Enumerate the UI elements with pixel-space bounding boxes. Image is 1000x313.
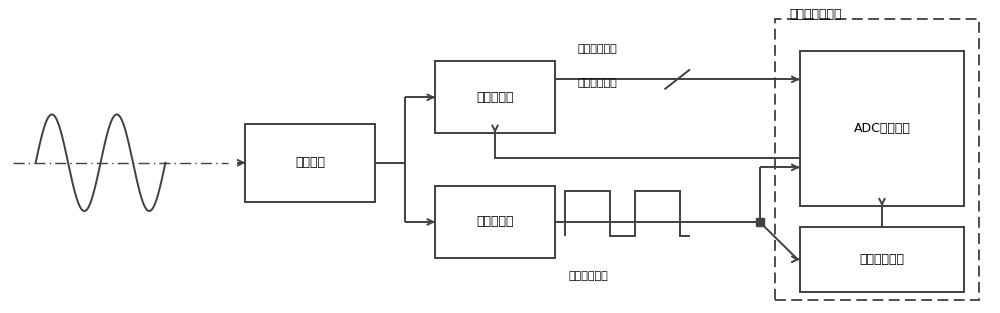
Bar — [800, 227, 964, 292]
Text: 调理电路: 调理电路 — [295, 156, 325, 169]
Text: 频率计数模块: 频率计数模块 — [859, 253, 904, 266]
Text: 数模转换结果: 数模转换结果 — [578, 44, 618, 54]
Text: 同相方波信号: 同相方波信号 — [568, 271, 608, 281]
Text: 过零比较器: 过零比较器 — [476, 215, 514, 228]
Bar — [435, 61, 555, 133]
Bar — [800, 51, 964, 206]
Text: 可编程逻辑器件: 可编程逻辑器件 — [790, 8, 842, 21]
Bar — [435, 186, 555, 258]
Bar — [245, 124, 375, 202]
Text: 转换使能信号: 转换使能信号 — [578, 78, 618, 88]
Bar — [775, 19, 979, 300]
Text: ADC控制模块: ADC控制模块 — [854, 122, 910, 135]
Text: 模数转换器: 模数转换器 — [476, 91, 514, 104]
